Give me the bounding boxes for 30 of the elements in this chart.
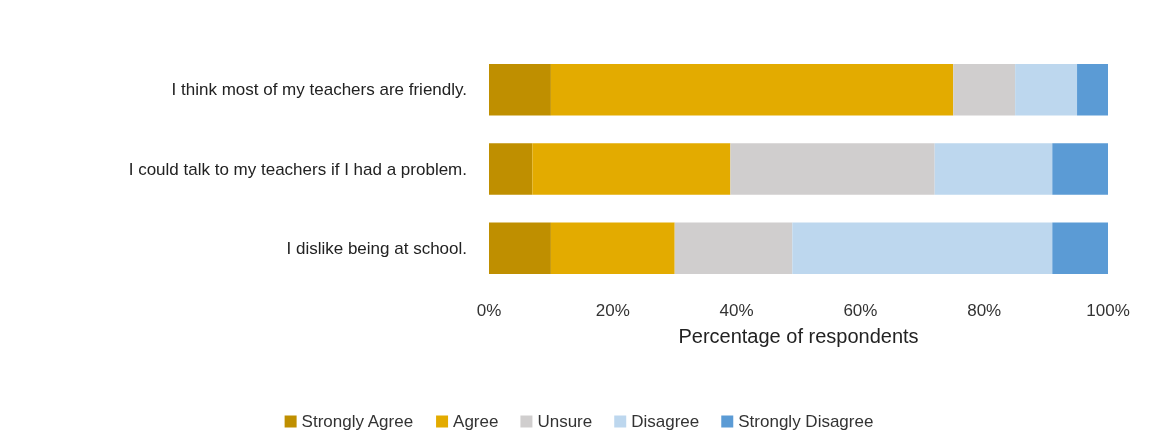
bar [953, 63, 1016, 116]
bar [550, 63, 954, 116]
x-tick-label: 20% [595, 301, 630, 320]
x-tick-label: 40% [719, 301, 754, 320]
bar [792, 222, 1053, 275]
x-tick-label: 100% [1086, 301, 1130, 320]
x-tick-label: 60% [843, 301, 878, 320]
bar [730, 143, 935, 195]
bar [489, 222, 551, 275]
legend-label: Strongly Disagree [738, 412, 874, 431]
bar [489, 143, 533, 195]
bar [532, 143, 731, 195]
x-axis-title: Percentage of respondents [678, 325, 919, 347]
x-tick-label: 0% [476, 301, 502, 320]
bar [934, 143, 1053, 195]
bar [1052, 143, 1108, 195]
y-tick-label: I could talk to my teachers if I had a problem. [128, 159, 467, 179]
legend-label: Strongly Agree [301, 412, 414, 431]
legend-label: Unsure [537, 412, 593, 431]
bar [674, 222, 793, 275]
bar [489, 63, 551, 116]
y-tick-label: I dislike being at school. [286, 238, 467, 258]
bar [1052, 222, 1108, 275]
x-tick-label: 80% [967, 301, 1002, 320]
y-tick-label: I think most of my teachers are friendly. [171, 80, 467, 100]
legend-label: Agree [453, 412, 499, 431]
bar [1015, 63, 1078, 116]
legend-label: Disagree [631, 412, 700, 431]
bar [1077, 63, 1108, 116]
bar [550, 222, 675, 275]
